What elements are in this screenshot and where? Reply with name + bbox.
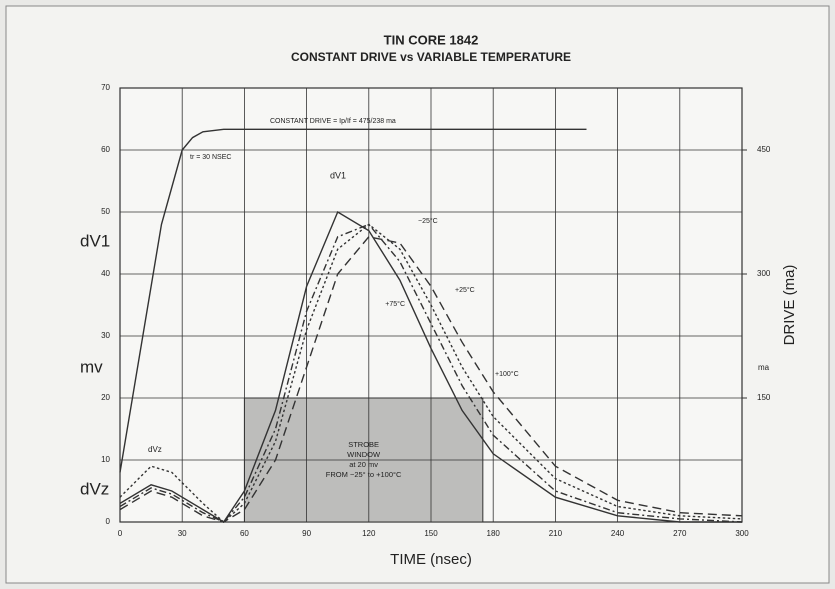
y-tick-label: 60 bbox=[101, 145, 110, 154]
series-label: +25°C bbox=[455, 286, 475, 294]
series-line bbox=[119, 223, 743, 523]
y2-tick-label: 450 bbox=[757, 145, 771, 154]
x-tick-label: 240 bbox=[611, 529, 625, 538]
y-tick-label: 50 bbox=[101, 207, 110, 216]
strobe-label: STROBE bbox=[348, 440, 379, 449]
y2-tick-label: 300 bbox=[757, 269, 771, 278]
x-tick-label: 210 bbox=[549, 529, 563, 538]
x-tick-label: 120 bbox=[362, 529, 376, 538]
strobe-label: WINDOW bbox=[347, 450, 381, 459]
x-tick-label: 180 bbox=[487, 529, 501, 538]
y-tick-label: 30 bbox=[101, 331, 110, 340]
y-tick-label: 20 bbox=[101, 393, 110, 402]
y-tick-label: 70 bbox=[101, 83, 110, 92]
y-tick-label: 0 bbox=[106, 517, 111, 526]
x-tick-label: 150 bbox=[424, 529, 438, 538]
series-label: −25°C bbox=[418, 217, 438, 225]
chart-subtitle: CONSTANT DRIVE vs VARIABLE TEMPERATURE bbox=[291, 50, 571, 64]
series-label: +100°C bbox=[495, 370, 519, 378]
series-line bbox=[119, 223, 743, 523]
series-label: CONSTANT DRIVE = Ip/If = 475/238 ma bbox=[270, 118, 396, 125]
series-line bbox=[119, 236, 743, 523]
annotation: dV1 bbox=[330, 170, 346, 180]
strobe-label: at 20 mv bbox=[349, 460, 378, 469]
y-tick-label: 10 bbox=[101, 455, 110, 464]
y-label: dVz bbox=[80, 479, 109, 498]
x-tick-label: 60 bbox=[240, 529, 249, 538]
strobe-label: FROM −25° to +100°C bbox=[326, 470, 402, 479]
chart-title: TIN CORE 1842 bbox=[384, 32, 479, 47]
x-tick-label: 270 bbox=[673, 529, 687, 538]
x-tick-label: 90 bbox=[302, 529, 311, 538]
x-tick-label: 300 bbox=[735, 529, 749, 538]
x-tick-label: 0 bbox=[118, 529, 123, 538]
y-label: dV1 bbox=[80, 231, 110, 250]
y-tick-label: 40 bbox=[101, 269, 110, 278]
x-axis-label: TIME (nsec) bbox=[390, 551, 472, 568]
y2-axis-label: DRIVE (ma) bbox=[781, 265, 798, 346]
series-line bbox=[119, 210, 742, 523]
y-label: mv bbox=[80, 357, 103, 376]
y2-unit: ma bbox=[758, 363, 770, 372]
y2-tick-label: 150 bbox=[757, 393, 771, 402]
x-tick-label: 30 bbox=[178, 529, 187, 538]
annotation: tr = 30 NSEC bbox=[190, 154, 231, 161]
series-line bbox=[119, 128, 587, 473]
series-label: +75°C bbox=[385, 300, 405, 308]
annotation: dVz bbox=[148, 445, 162, 454]
